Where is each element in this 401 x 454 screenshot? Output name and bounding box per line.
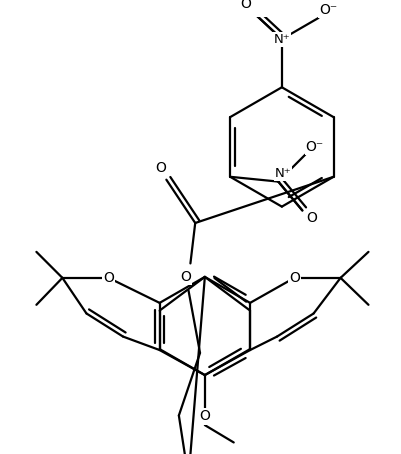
Text: N⁺: N⁺: [274, 168, 291, 180]
Text: O: O: [180, 270, 190, 284]
Text: O: O: [306, 211, 317, 225]
Text: O⁻: O⁻: [318, 3, 336, 17]
Text: O: O: [103, 271, 114, 285]
Text: O: O: [239, 0, 250, 11]
Text: O: O: [288, 271, 299, 285]
Text: O⁻: O⁻: [305, 140, 323, 154]
Text: N⁺: N⁺: [273, 33, 290, 46]
Text: O: O: [155, 161, 166, 175]
Text: O: O: [199, 410, 210, 424]
